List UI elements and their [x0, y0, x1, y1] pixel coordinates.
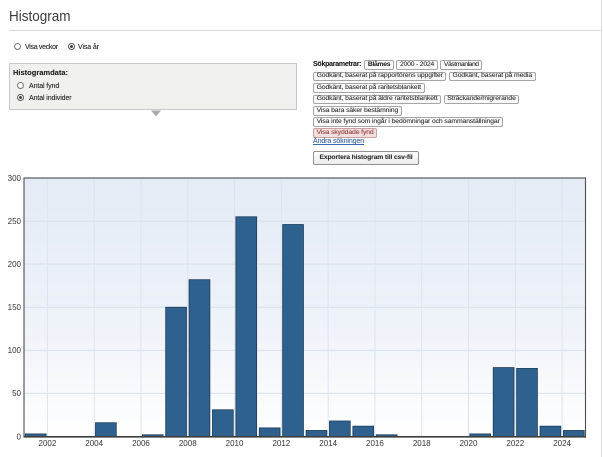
svg-text:2020: 2020	[460, 439, 478, 448]
svg-text:2006: 2006	[132, 439, 150, 448]
svg-text:100: 100	[8, 346, 22, 355]
svg-text:2018: 2018	[413, 439, 431, 448]
svg-text:50: 50	[12, 389, 21, 398]
svg-text:2002: 2002	[39, 439, 57, 448]
svg-text:2012: 2012	[272, 439, 290, 448]
svg-text:2022: 2022	[506, 439, 524, 448]
svg-text:250: 250	[8, 217, 22, 226]
svg-text:2004: 2004	[85, 439, 103, 448]
svg-text:2010: 2010	[226, 439, 244, 448]
svg-text:0: 0	[17, 432, 22, 441]
svg-text:300: 300	[8, 174, 22, 183]
svg-text:2016: 2016	[366, 439, 384, 448]
svg-text:150: 150	[8, 303, 22, 312]
svg-text:200: 200	[8, 260, 22, 269]
svg-text:2024: 2024	[553, 439, 571, 448]
svg-text:2014: 2014	[319, 439, 337, 448]
svg-text:2008: 2008	[179, 439, 197, 448]
